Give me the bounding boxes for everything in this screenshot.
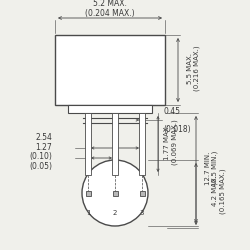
Text: 0.45: 0.45 [163, 107, 180, 116]
Bar [112, 113, 118, 175]
Bar [85, 113, 91, 175]
Text: (0.069 MAX.): (0.069 MAX.) [171, 119, 177, 165]
Bar [68, 105, 152, 113]
Bar [86, 190, 90, 196]
Text: 1: 1 [86, 210, 90, 216]
Text: (0.018): (0.018) [163, 125, 191, 134]
Bar [140, 190, 144, 196]
Text: 2: 2 [113, 210, 117, 216]
Text: (0.204 MAX.): (0.204 MAX.) [85, 9, 135, 18]
Bar [55, 35, 165, 105]
Circle shape [82, 160, 148, 226]
Text: (0.216 MAX.): (0.216 MAX.) [194, 45, 200, 91]
Text: 3: 3 [140, 210, 144, 216]
Text: 1.27: 1.27 [35, 143, 52, 152]
Bar [139, 113, 145, 175]
Text: (0.5 MIN.): (0.5 MIN.) [212, 151, 218, 185]
Text: 12.7 MIN.: 12.7 MIN. [205, 151, 211, 185]
Text: 2.54: 2.54 [35, 133, 52, 142]
Text: (0.165 MAX.): (0.165 MAX.) [219, 168, 226, 214]
Text: (0.05): (0.05) [29, 162, 52, 171]
Text: 5.5 MAX.: 5.5 MAX. [187, 52, 193, 84]
Text: 5.2 MAX.: 5.2 MAX. [93, 0, 127, 8]
Text: 1.77 MAX.: 1.77 MAX. [164, 124, 170, 160]
Text: (0.10): (0.10) [29, 152, 52, 161]
Bar [112, 190, 117, 196]
Text: 4.2 MAX.: 4.2 MAX. [212, 176, 218, 206]
